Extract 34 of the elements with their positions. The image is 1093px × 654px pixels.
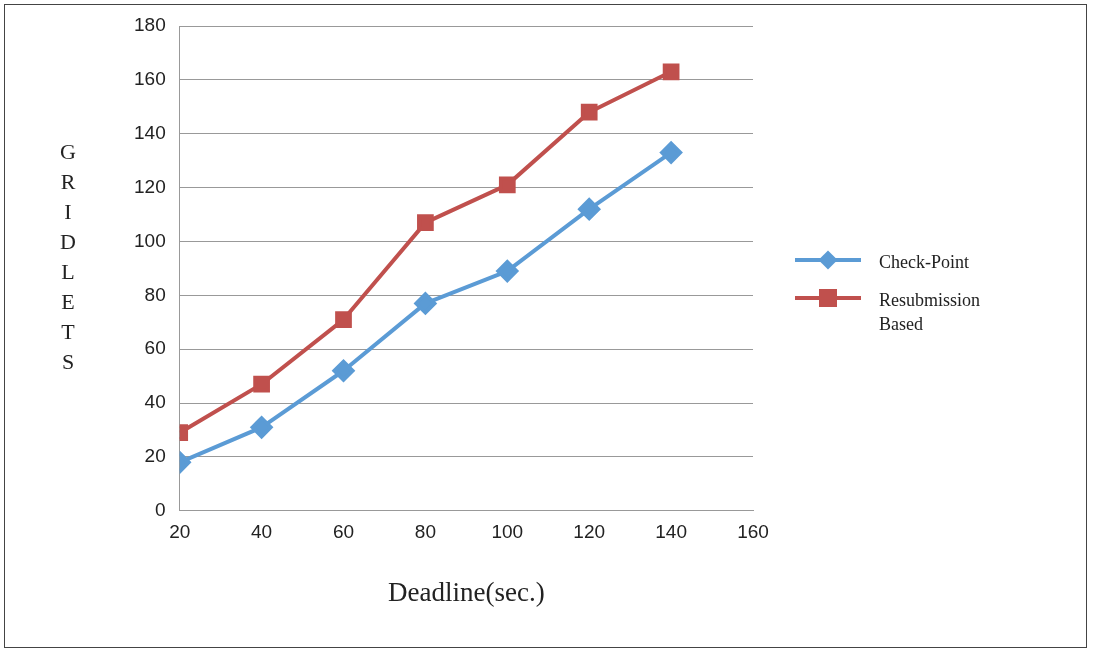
x-axis-title: Deadline(sec.) bbox=[388, 576, 545, 607]
x-tick-label: 100 bbox=[491, 521, 524, 543]
y-axis-title: GRIDLETS bbox=[60, 139, 77, 375]
point bbox=[580, 103, 598, 121]
x-tick-label: 40 bbox=[251, 521, 273, 543]
y-tick-label: 80 bbox=[144, 283, 166, 305]
point bbox=[414, 292, 437, 315]
point bbox=[660, 141, 683, 164]
point bbox=[253, 375, 270, 393]
x-tick-label: 140 bbox=[655, 521, 687, 543]
x-tick-label: 80 bbox=[414, 521, 436, 543]
y-tick-label: 140 bbox=[134, 121, 166, 143]
y-tick-label: 180 bbox=[134, 14, 166, 36]
legend-label: Check-Point bbox=[879, 251, 970, 274]
y-tick-label: 160 bbox=[134, 68, 166, 90]
x-tick-label: 120 bbox=[573, 521, 606, 543]
y-tick-label: 100 bbox=[134, 229, 166, 251]
point bbox=[335, 311, 352, 328]
y-tick-label: 60 bbox=[144, 337, 166, 359]
point bbox=[578, 198, 601, 221]
legend-label: Resubmission Based bbox=[879, 289, 981, 336]
x-tick-label: 160 bbox=[737, 521, 769, 543]
point bbox=[496, 260, 519, 283]
point bbox=[332, 359, 355, 382]
point bbox=[662, 63, 680, 81]
x-tick-label: 20 bbox=[169, 521, 191, 543]
point bbox=[417, 214, 434, 231]
x-tick-label: 60 bbox=[332, 521, 355, 543]
y-tick-label: 0 bbox=[155, 499, 166, 521]
point bbox=[250, 416, 273, 439]
point bbox=[498, 176, 516, 194]
y-tick-label: 40 bbox=[144, 391, 166, 413]
y-tick-label: 120 bbox=[134, 175, 166, 197]
y-tick-label: 20 bbox=[144, 445, 166, 467]
